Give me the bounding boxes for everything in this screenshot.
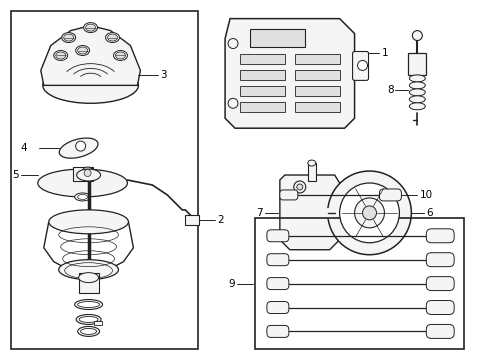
FancyBboxPatch shape [426, 229, 453, 243]
Circle shape [411, 31, 422, 41]
Ellipse shape [115, 52, 125, 59]
Polygon shape [224, 19, 354, 128]
Bar [11, 11, 198, 349]
Ellipse shape [113, 50, 127, 60]
FancyBboxPatch shape [266, 230, 288, 242]
Bar [249, 28, 304, 46]
FancyBboxPatch shape [279, 190, 297, 200]
Ellipse shape [408, 82, 425, 89]
Ellipse shape [42, 67, 138, 103]
Ellipse shape [105, 32, 119, 42]
Bar [294, 71, 339, 80]
Text: 6: 6 [426, 208, 432, 218]
Polygon shape [41, 26, 140, 85]
FancyBboxPatch shape [426, 253, 453, 267]
Ellipse shape [81, 328, 96, 334]
Bar [294, 54, 339, 64]
Circle shape [227, 39, 238, 49]
Bar [185, 215, 199, 225]
Circle shape [362, 206, 376, 220]
Text: 4: 4 [20, 143, 27, 153]
Bar [93, 321, 102, 325]
Ellipse shape [59, 138, 98, 158]
Ellipse shape [38, 169, 127, 197]
Ellipse shape [75, 300, 102, 310]
Ellipse shape [78, 327, 100, 336]
FancyBboxPatch shape [266, 278, 288, 289]
Circle shape [339, 183, 399, 243]
Ellipse shape [83, 23, 98, 32]
Bar [407, 54, 426, 75]
Bar [240, 71, 285, 80]
Text: 10: 10 [419, 190, 431, 200]
Ellipse shape [78, 194, 87, 199]
Ellipse shape [75, 193, 90, 201]
Bar [254, 218, 463, 349]
Text: 7: 7 [256, 208, 263, 218]
Circle shape [84, 170, 91, 176]
Bar [294, 102, 339, 112]
Ellipse shape [79, 273, 99, 283]
Ellipse shape [76, 315, 101, 324]
Bar [79, 273, 99, 293]
Bar [73, 167, 92, 181]
Ellipse shape [78, 47, 87, 54]
Ellipse shape [56, 52, 65, 59]
Ellipse shape [408, 103, 425, 110]
Ellipse shape [63, 34, 74, 41]
Ellipse shape [49, 210, 128, 234]
Ellipse shape [408, 75, 425, 82]
Text: 2: 2 [217, 215, 224, 225]
Circle shape [327, 171, 410, 255]
Bar [307, 163, 315, 181]
Text: 8: 8 [386, 85, 393, 95]
Circle shape [81, 167, 93, 179]
Ellipse shape [107, 34, 117, 41]
Ellipse shape [408, 96, 425, 103]
Text: 9: 9 [228, 279, 235, 289]
FancyBboxPatch shape [352, 51, 368, 80]
Ellipse shape [77, 169, 101, 181]
FancyBboxPatch shape [426, 276, 453, 291]
Ellipse shape [54, 50, 67, 60]
Ellipse shape [78, 302, 100, 307]
FancyBboxPatch shape [266, 254, 288, 266]
FancyBboxPatch shape [266, 325, 288, 337]
Ellipse shape [61, 32, 76, 42]
Bar [240, 102, 285, 112]
Bar [240, 86, 285, 96]
Ellipse shape [59, 260, 118, 280]
Text: 3: 3 [160, 71, 166, 80]
FancyBboxPatch shape [379, 189, 401, 201]
FancyBboxPatch shape [426, 324, 453, 338]
Ellipse shape [76, 45, 89, 55]
Circle shape [357, 60, 367, 71]
Circle shape [293, 181, 305, 193]
Text: 1: 1 [381, 49, 387, 58]
Circle shape [354, 198, 384, 228]
Ellipse shape [85, 24, 95, 31]
Text: 5: 5 [12, 170, 19, 180]
Bar [240, 54, 285, 64]
Circle shape [296, 184, 302, 190]
Ellipse shape [408, 89, 425, 96]
FancyBboxPatch shape [266, 302, 288, 314]
Circle shape [227, 98, 238, 108]
Bar [294, 86, 339, 96]
Ellipse shape [79, 316, 98, 323]
FancyBboxPatch shape [426, 301, 453, 315]
Circle shape [76, 141, 85, 151]
Ellipse shape [307, 160, 315, 166]
Polygon shape [279, 175, 339, 250]
